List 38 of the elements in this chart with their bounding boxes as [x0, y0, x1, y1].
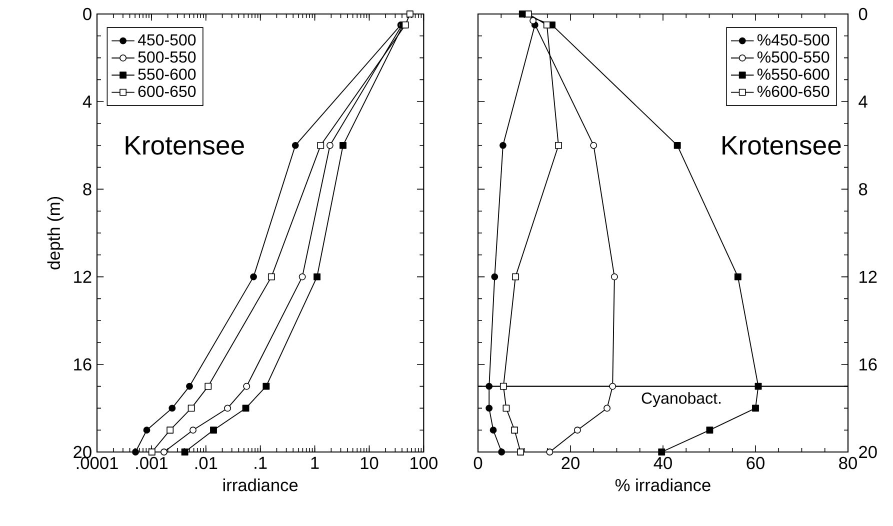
annotation: Krotensee [126, 136, 244, 155]
x-tick-label: 10 [360, 456, 378, 470]
x-tick-label: .01 [195, 456, 218, 470]
legend-label: %600-650 [757, 86, 830, 98]
y-tick-label: 4 [82, 96, 92, 108]
legend-label: %550-600 [757, 68, 830, 80]
x-tick-label: 0 [474, 456, 482, 470]
y-tick-label: 16 [74, 358, 92, 371]
y-tick-label: 12 [74, 270, 92, 283]
y-tick-label: 8 [83, 183, 92, 196]
y-axis-title: depth (m) [47, 197, 64, 270]
y-tick-label: 20 [859, 446, 877, 458]
x-axis-title: % irradiance [615, 478, 710, 492]
legend-label: %500-550 [757, 51, 830, 63]
y-tick-label: 20 [74, 446, 92, 458]
legend-label: 600-650 [138, 86, 196, 98]
annotation: Krotensee [722, 136, 841, 155]
x-tick-label: 100 [410, 456, 438, 470]
x-tick-label: 20 [562, 456, 580, 470]
legend-label: 550-600 [138, 68, 196, 80]
x-tick-label: 40 [654, 456, 672, 470]
x-tick-label: 1 [311, 456, 319, 469]
ref-line-label: Cyanobact. [642, 392, 720, 408]
legend-label: 500-550 [138, 51, 196, 63]
x-axis-title: irradiance [223, 478, 298, 492]
y-tick-label: 8 [858, 183, 868, 196]
x-tick-label: .1 [254, 456, 267, 469]
legend-label: %450-500 [757, 34, 830, 46]
y-tick-label: 16 [860, 358, 877, 371]
y-tick-label: 4 [858, 96, 868, 108]
x-tick-label: .0001 [76, 456, 118, 470]
y-tick-label: 0 [858, 8, 868, 20]
y-tick-label: 0 [83, 8, 92, 20]
y-tick-label: 12 [860, 270, 877, 283]
legend-label: 450-500 [138, 34, 196, 46]
x-tick-label: 60 [746, 456, 764, 470]
x-tick-label: 80 [839, 456, 857, 470]
x-tick-label: .001 [136, 456, 168, 470]
